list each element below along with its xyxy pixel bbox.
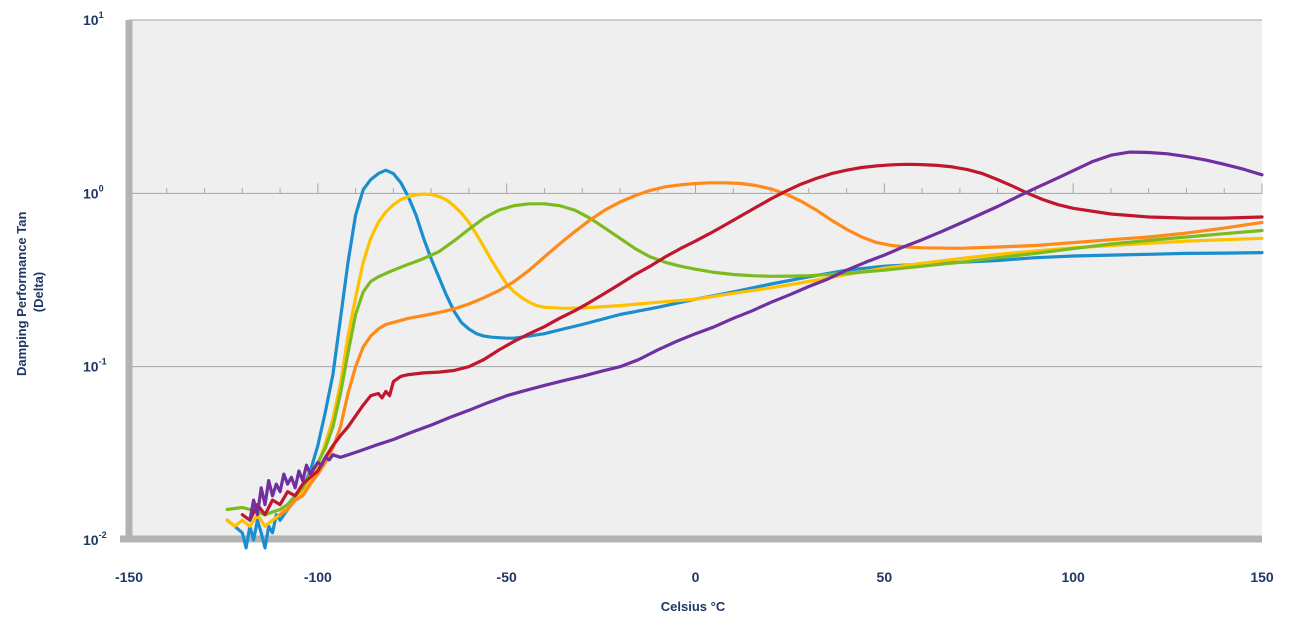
x-tick-label: 150 — [1250, 569, 1274, 585]
x-tick-label: 50 — [877, 569, 893, 585]
x-tick-label: 0 — [692, 569, 700, 585]
y-tick-label: 10-1 — [83, 357, 107, 375]
y-tick-label: 101 — [83, 10, 104, 28]
series-line-5 — [240, 162, 1264, 522]
y-tick-label: 100 — [83, 183, 104, 201]
series-line-6 — [248, 150, 1264, 522]
y-tick-base: 10 — [83, 532, 99, 548]
x-tick-label: -100 — [304, 569, 332, 585]
series-line-4 — [278, 181, 1264, 517]
y-tick-exponent: -1 — [99, 357, 107, 367]
series-line-3 — [225, 202, 1264, 517]
y-tick-exponent: -2 — [99, 530, 107, 540]
y-axis-title: Damping Performance Tan (Delta) — [14, 208, 46, 376]
x-tick-label: 100 — [1061, 569, 1085, 585]
x-tick-label: -50 — [497, 569, 517, 585]
y-tick-exponent: 0 — [99, 183, 104, 193]
y-tick-exponent: 1 — [99, 10, 104, 20]
x-axis-title: Celsius °C — [661, 599, 726, 614]
y-tick-label: 10-2 — [83, 530, 107, 548]
series-layer — [225, 150, 1264, 550]
y-axis-title-line-2: (Delta) — [31, 272, 46, 312]
x-tick-label: -150 — [115, 569, 143, 585]
y-axis-title-line-1: Damping Performance Tan — [14, 212, 29, 377]
plot-area — [129, 20, 1262, 540]
y-tick-base: 10 — [83, 359, 99, 375]
x-tick-labels: -150 -100 -50 0 50 100 150 — [115, 569, 1274, 585]
y-tick-base: 10 — [83, 185, 99, 201]
y-tick-base: 10 — [83, 12, 99, 28]
